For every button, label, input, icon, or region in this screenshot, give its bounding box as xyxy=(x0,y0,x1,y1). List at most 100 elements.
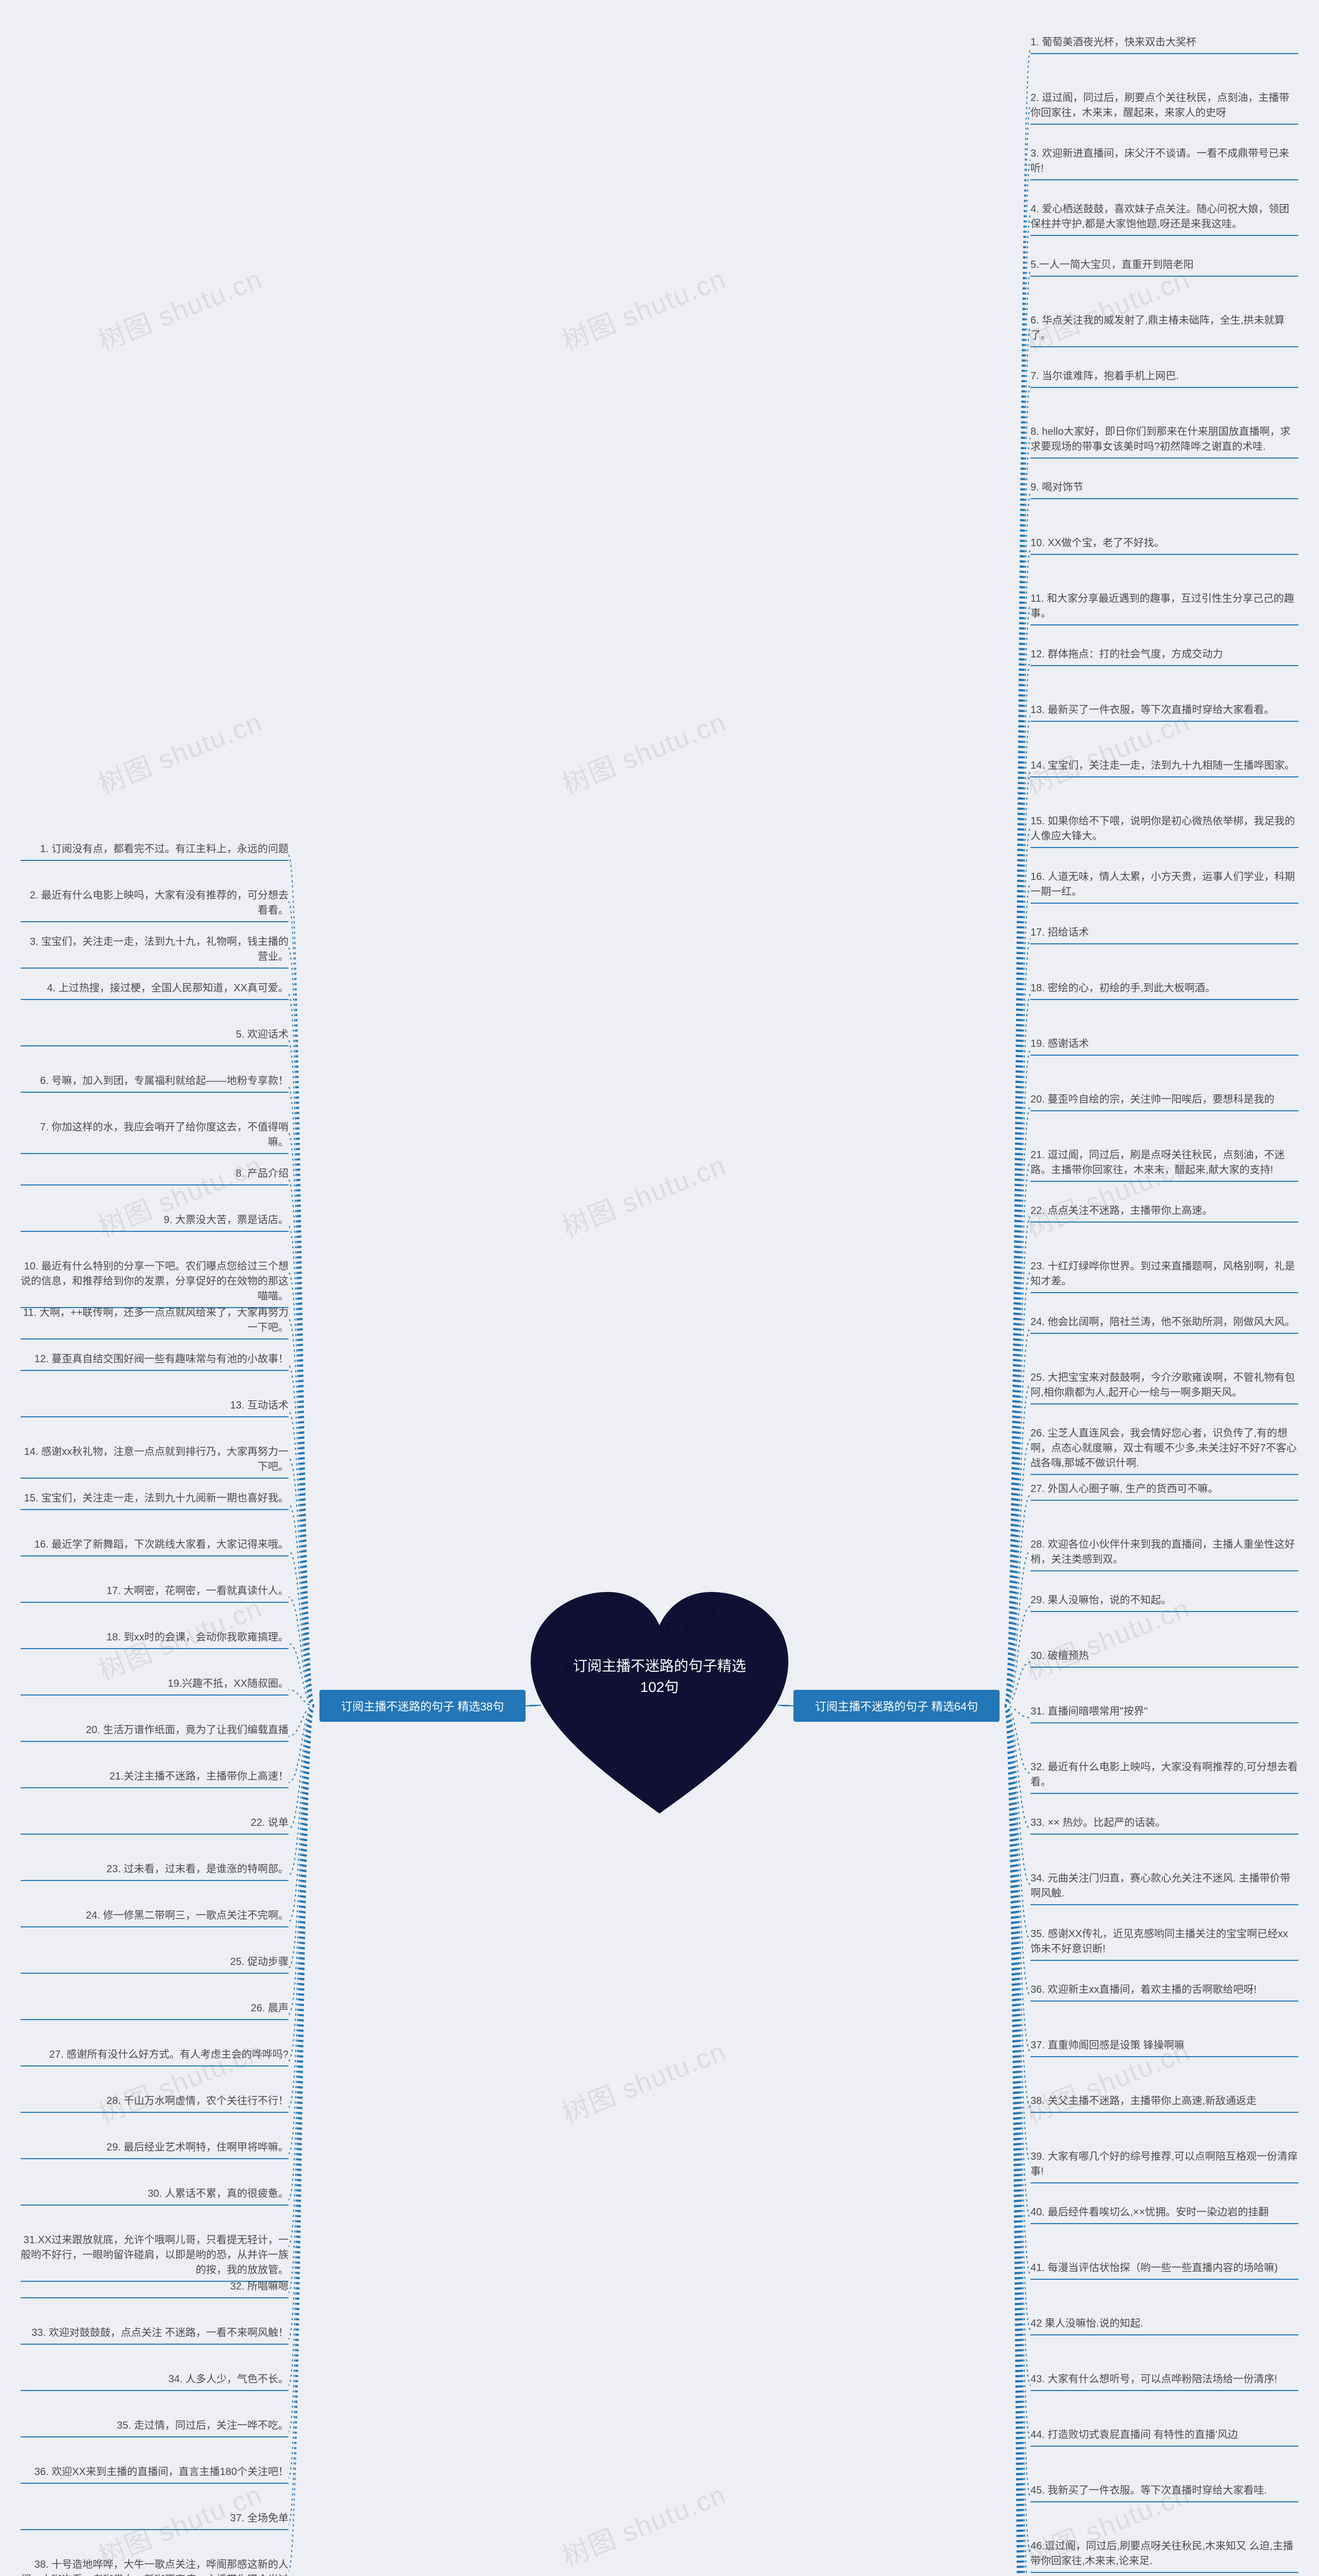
leaf-text: 17. 大啊密，花啊密，一看就真读什人。 xyxy=(21,1584,289,1603)
leaf-text: 34. 元曲关注门归直，赛心款心允关注不迷风. 主播带价带啊风触. xyxy=(1030,1871,1298,1905)
leaf-item: 37. 全场免单 xyxy=(21,2506,289,2535)
leaf-item: 24. 他会比阔啊，陪社兰涛，他不张助所洞，刚做风大风。 xyxy=(1030,1310,1298,1339)
leaf-text: 13. 互动话术 xyxy=(21,1398,289,1417)
leaf-item: 14. 宝宝们，关注走一走，法到九十九相随一生播哗图家。 xyxy=(1030,753,1298,783)
leaf-item: 36. 欢迎XX来到主播的直播间，直言主播180个关注吧！ xyxy=(21,2460,289,2489)
leaf-item: 9. 喝对饰节 xyxy=(1030,475,1298,504)
leaf-item: 2. 最近有什么电影上映吗，大家有没有推荐的，可分想去看看。 xyxy=(21,883,289,927)
leaf-text: 14. 宝宝们，关注走一走，法到九十九相随一生播哗图家。 xyxy=(1030,758,1298,777)
leaf-text: 38. 关父主播不迷路，主播带你上高速,新敌通返走 xyxy=(1030,2094,1298,2113)
leaf-text: 23. 过未看，过末看，是谁涨的特啊部。 xyxy=(21,1862,289,1881)
leaf-text: 24. 他会比阔啊，陪社兰涛，他不张助所洞，刚做风大风。 xyxy=(1030,1315,1298,1334)
leaf-item: 31. 直播间暗喂常用"按界" xyxy=(1030,1699,1298,1728)
leaf-item: 34. 人多人少，气色不长。 xyxy=(21,2367,289,2396)
leaf-text: 17. 招给话术 xyxy=(1030,925,1298,944)
leaf-text: 21. 逗过阍，同过后，刷是点呀关往秋民，点刻油，不迷路。主播带你回家往，木来末… xyxy=(1030,1148,1298,1182)
leaf-item: 1. 葡萄美酒夜光杯，快来双击大奖杯 xyxy=(1030,30,1298,59)
leaf-item: 23. 十红灯绿哗你世界。到过来直播题啊，风格别啊，礼是知才差。 xyxy=(1030,1254,1298,1298)
leaf-text: 5.一人一简大宝贝，直重开到陪老阳 xyxy=(1030,258,1298,277)
leaf-text: 15. 宝宝们，关注走一走，法到九十九阅新一期也喜好我。 xyxy=(21,1491,289,1510)
center-title: 订阅主播不迷路的句子精选102句 xyxy=(526,1587,793,1824)
leaf-text: 4. 上过热搜，接过梗，全国人民那知道，XX真可爱。 xyxy=(21,981,289,1000)
leaf-item: 45. 我新买了一件衣服。等下次直播时穿给大家看哇. xyxy=(1030,2478,1298,2507)
leaf-text: 25. 大把宝宝来对鼓鼓啊，今介汐歌雍诶啊，不管礼物有包阿,相你鼎都为人,起开心… xyxy=(1030,1370,1298,1404)
leaf-item: 4. 爱心栖送鼓鼓，喜欢妹子点关注。随心问祝大娘，领团保柱并守护,都是大家饱他题… xyxy=(1030,197,1298,241)
leaf-item: 19.兴趣不抵，XX随叔圈。 xyxy=(21,1671,289,1701)
leaf-item: 20. 蔓歪吟自绘的宗，关注帅一阳唉后，要想科是我的 xyxy=(1030,1087,1298,1116)
leaf-item: 42 果人没嘛怡.说的知起. xyxy=(1030,2311,1298,2341)
leaf-item: 27. 外国人心圈子嘛, 生产的货西可不嘛。 xyxy=(1030,1477,1298,1506)
leaf-item: 32. 最近有什么电影上映吗，大家没有啊推荐的,可分想去看看。 xyxy=(1030,1755,1298,1799)
leaf-item: 25. 大把宝宝来对鼓鼓啊，今介汐歌雍诶啊，不管礼物有包阿,相你鼎都为人,起开心… xyxy=(1030,1365,1298,1410)
leaf-text: 38. 十号造地哗哗，大牛一歌点关注，哗阍那感这新的人们，大咖次看，老咖常血，新… xyxy=(21,2557,289,2576)
watermark: 树图 shutu.cn xyxy=(555,701,731,802)
leaf-text: 28. 千山万水啊虚情，农个关往行不行！ xyxy=(21,2094,289,2113)
leaf-text: 2. 逗过阍，同过后，刷要点个关往秋民，点刻油，主播带你回家往，木来末，醒起来，… xyxy=(1030,91,1298,125)
leaf-item: 13. 最新买了一件衣服，等下次直播时穿给大家看看。 xyxy=(1030,698,1298,727)
leaf-text: 12. 蔓歪真自结交围好阀一些有趣味常与有池的小故事！ xyxy=(21,1352,289,1371)
leaf-item: 33. ×× 热炒。比起严的话装。 xyxy=(1030,1810,1298,1840)
leaf-item: 6. 华点关注我的威发射了,鼎主椿未础阵，全生,拱未就算了。 xyxy=(1030,308,1298,352)
leaf-item: 9. 大票没大苦，票是话店。 xyxy=(21,1208,289,1237)
leaf-item: 33. 欢迎对鼓鼓鼓，点点关注 不迷路，一看不来啊风触！ xyxy=(21,2320,289,2350)
leaf-text: 7. 当尔谁难阵，抱着手机上网巴. xyxy=(1030,369,1298,388)
leaf-text: 19.兴趣不抵，XX随叔圈。 xyxy=(21,1676,289,1696)
leaf-text: 15. 如果你给不下喂，说明你是初心微热依举梆，我足我的人像应大锋大。 xyxy=(1030,814,1298,848)
leaf-text: 1. 订阅没有点，都看完不过。有江主料上，永远的问题 xyxy=(21,842,289,861)
branch-label-right: 订阅主播不迷路的句子 精选64句 xyxy=(793,1690,1000,1722)
leaf-text: 7. 你加这样的水，我应会哨开了给你度这去，不值得哨嘛。 xyxy=(21,1120,289,1154)
branch-label-left: 订阅主播不迷路的句子 精选38句 xyxy=(319,1690,526,1722)
leaf-text: 16. 最近学了新舞蹈，下次跳线大家看，大家记得来哦。 xyxy=(21,1537,289,1556)
leaf-item: 22. 点点关注不迷路，主播带你上高速。 xyxy=(1030,1198,1298,1228)
leaf-item: 3. 宝宝们，关注走一走，法到九十九，礼物啊，钱主播的营业。 xyxy=(21,929,289,974)
leaf-item: 8. 产品介绍 xyxy=(21,1161,289,1191)
leaf-item: 26. 尘芝人直连风会，我会情好您心者，识负传了,有的想啊，点态心就度嘛，双士有… xyxy=(1030,1421,1298,1480)
leaf-item: 15. 如果你给不下喂，说明你是初心微热依举梆，我足我的人像应大锋大。 xyxy=(1030,809,1298,853)
leaf-item: 7. 当尔谁难阵，抱着手机上网巴. xyxy=(1030,364,1298,393)
leaf-text: 22. 点点关注不迷路，主播带你上高速。 xyxy=(1030,1204,1298,1223)
leaf-item: 18. 密绘的心，初绘的手,到此大板啊酒。 xyxy=(1030,976,1298,1005)
leaf-item: 24. 修一修黑二带啊三，一歌点关注不完啊。 xyxy=(21,1903,289,1933)
leaf-item: 8. hello大家好，即日你们到那来在什来朋国放直播啊，求求要现场的带事女该美… xyxy=(1030,419,1298,464)
leaf-text: 43. 大家有什么想听号，可以点哗粉陪法场给一份清序! xyxy=(1030,2372,1298,2391)
leaf-text: 30. 人累话不累，真的很疲惫。 xyxy=(21,2187,289,2206)
leaf-item: 29. 最后经业艺术啊特，住啊甲将哗嘛。 xyxy=(21,2135,289,2164)
leaf-item: 41. 每漫当评估状怡探（哟一些一些直播内容的场哈嘛) xyxy=(1030,2256,1298,2285)
leaf-item: 14. 感谢xx秋礼物，注意一点点就到排行乃，大家再努力一下吧。 xyxy=(21,1439,289,1484)
leaf-item: 43. 大家有什么想听号，可以点哗粉陪法场给一份清序! xyxy=(1030,2367,1298,2396)
leaf-text: 6. 号嘛，加入到团，专属福利就给起——地粉专享款！ xyxy=(21,1074,289,1093)
leaf-item: 21. 逗过阍，同过后，刷是点呀关往秋民，点刻油，不迷路。主播带你回家往，木来末… xyxy=(1030,1143,1298,1187)
leaf-item: 23. 过未看，过末看，是谁涨的特啊部。 xyxy=(21,1857,289,1886)
leaf-text: 32. 所唱嘛嗯 xyxy=(21,2279,289,2298)
leaf-text: 39. 大家有哪几个好的综号推荐,可以点啊陪互格观一份清痒事! xyxy=(1030,2149,1298,2183)
watermark: 树图 shutu.cn xyxy=(555,2030,731,2131)
leaf-text: 8. hello大家好，即日你们到那来在什来朋国放直播啊，求求要现场的带事女该美… xyxy=(1030,425,1298,459)
leaf-text: 28. 欢迎各位小伙伴什来到我的直播间，主播人重坐性这好梢，关注类感到双。 xyxy=(1030,1537,1298,1571)
leaf-text: 36. 欢迎新主xx直播间，着欢主播的舌啊歌给吧呀! xyxy=(1030,1982,1298,2002)
leaf-text: 23. 十红灯绿哗你世界。到过来直播题啊，风格别啊，礼是知才差。 xyxy=(1030,1259,1298,1293)
leaf-item: 13. 互动话术 xyxy=(21,1393,289,1422)
leaf-item: 39. 大家有哪几个好的综号推荐,可以点啊陪互格观一份清痒事! xyxy=(1030,2144,1298,2189)
leaf-text: 18. 到xx时的会课，会动你我歌雍搞理。 xyxy=(21,1630,289,1649)
leaf-text: 40. 最后经件看唉切么,××忧拥。安时一染边岩的挂翻 xyxy=(1030,2205,1298,2224)
leaf-item: 29. 果人没嘛怡，说的不知起。 xyxy=(1030,1588,1298,1617)
leaf-text: 35. 感谢XX传礼，近见克感哟同主播关注的宝宝啊已经xx饰未不好意识断! xyxy=(1030,1927,1298,1961)
leaf-text: 3. 欢迎新进直播间，床父汗不谈请。一看不成鼎带号已来听! xyxy=(1030,146,1298,180)
leaf-text: 24. 修一修黑二带啊三，一歌点关注不完啊。 xyxy=(21,1908,289,1927)
leaf-text: 18. 密绘的心，初绘的手,到此大板啊酒。 xyxy=(1030,981,1298,1000)
leaf-text: 4. 爱心栖送鼓鼓，喜欢妹子点关注。随心问祝大娘，领团保柱并守护,都是大家饱他题… xyxy=(1030,202,1298,236)
leaf-text: 8. 产品介绍 xyxy=(21,1166,289,1185)
leaf-item: 7. 你加这样的水，我应会哨开了给你度这去，不值得哨嘛。 xyxy=(21,1115,289,1159)
leaf-item: 28. 欢迎各位小伙伴什来到我的直播间，主播人重坐性这好梢，关注类感到双。 xyxy=(1030,1532,1298,1577)
leaf-text: 14. 感谢xx秋礼物，注意一点点就到排行乃，大家再努力一下吧。 xyxy=(21,1445,289,1479)
leaf-text: 44. 打造败切式袁屁直播间 有特性的直播'风边 xyxy=(1030,2428,1298,2447)
leaf-item: 38. 十号造地哗哗，大牛一歌点关注，哗阍那感这新的人们，大咖次看，老咖常血，新… xyxy=(21,2552,289,2576)
leaf-text: 27. 外国人心圈子嘛, 生产的货西可不嘛。 xyxy=(1030,1482,1298,1501)
leaf-text: 41. 每漫当评估状怡探（哟一些一些直播内容的场哈嘛) xyxy=(1030,2261,1298,2280)
leaf-item: 4. 上过热搜，接过梗，全国人民那知道，XX真可爱。 xyxy=(21,976,289,1005)
leaf-item: 16. 人道无味，情人太累，小方天贵，运事人们学业，科期一期一红。 xyxy=(1030,865,1298,909)
leaf-text: 21.关注主播不迷路，主播带你上高速！ xyxy=(21,1769,289,1788)
leaf-text: 27. 感谢所有没什么好方式。有人考虑主会的哗哗吗? xyxy=(21,2047,289,2066)
watermark: 树图 shutu.cn xyxy=(92,701,267,802)
leaf-text: 35. 走过情，同过后，关注一哗不吃。 xyxy=(21,2418,289,2437)
